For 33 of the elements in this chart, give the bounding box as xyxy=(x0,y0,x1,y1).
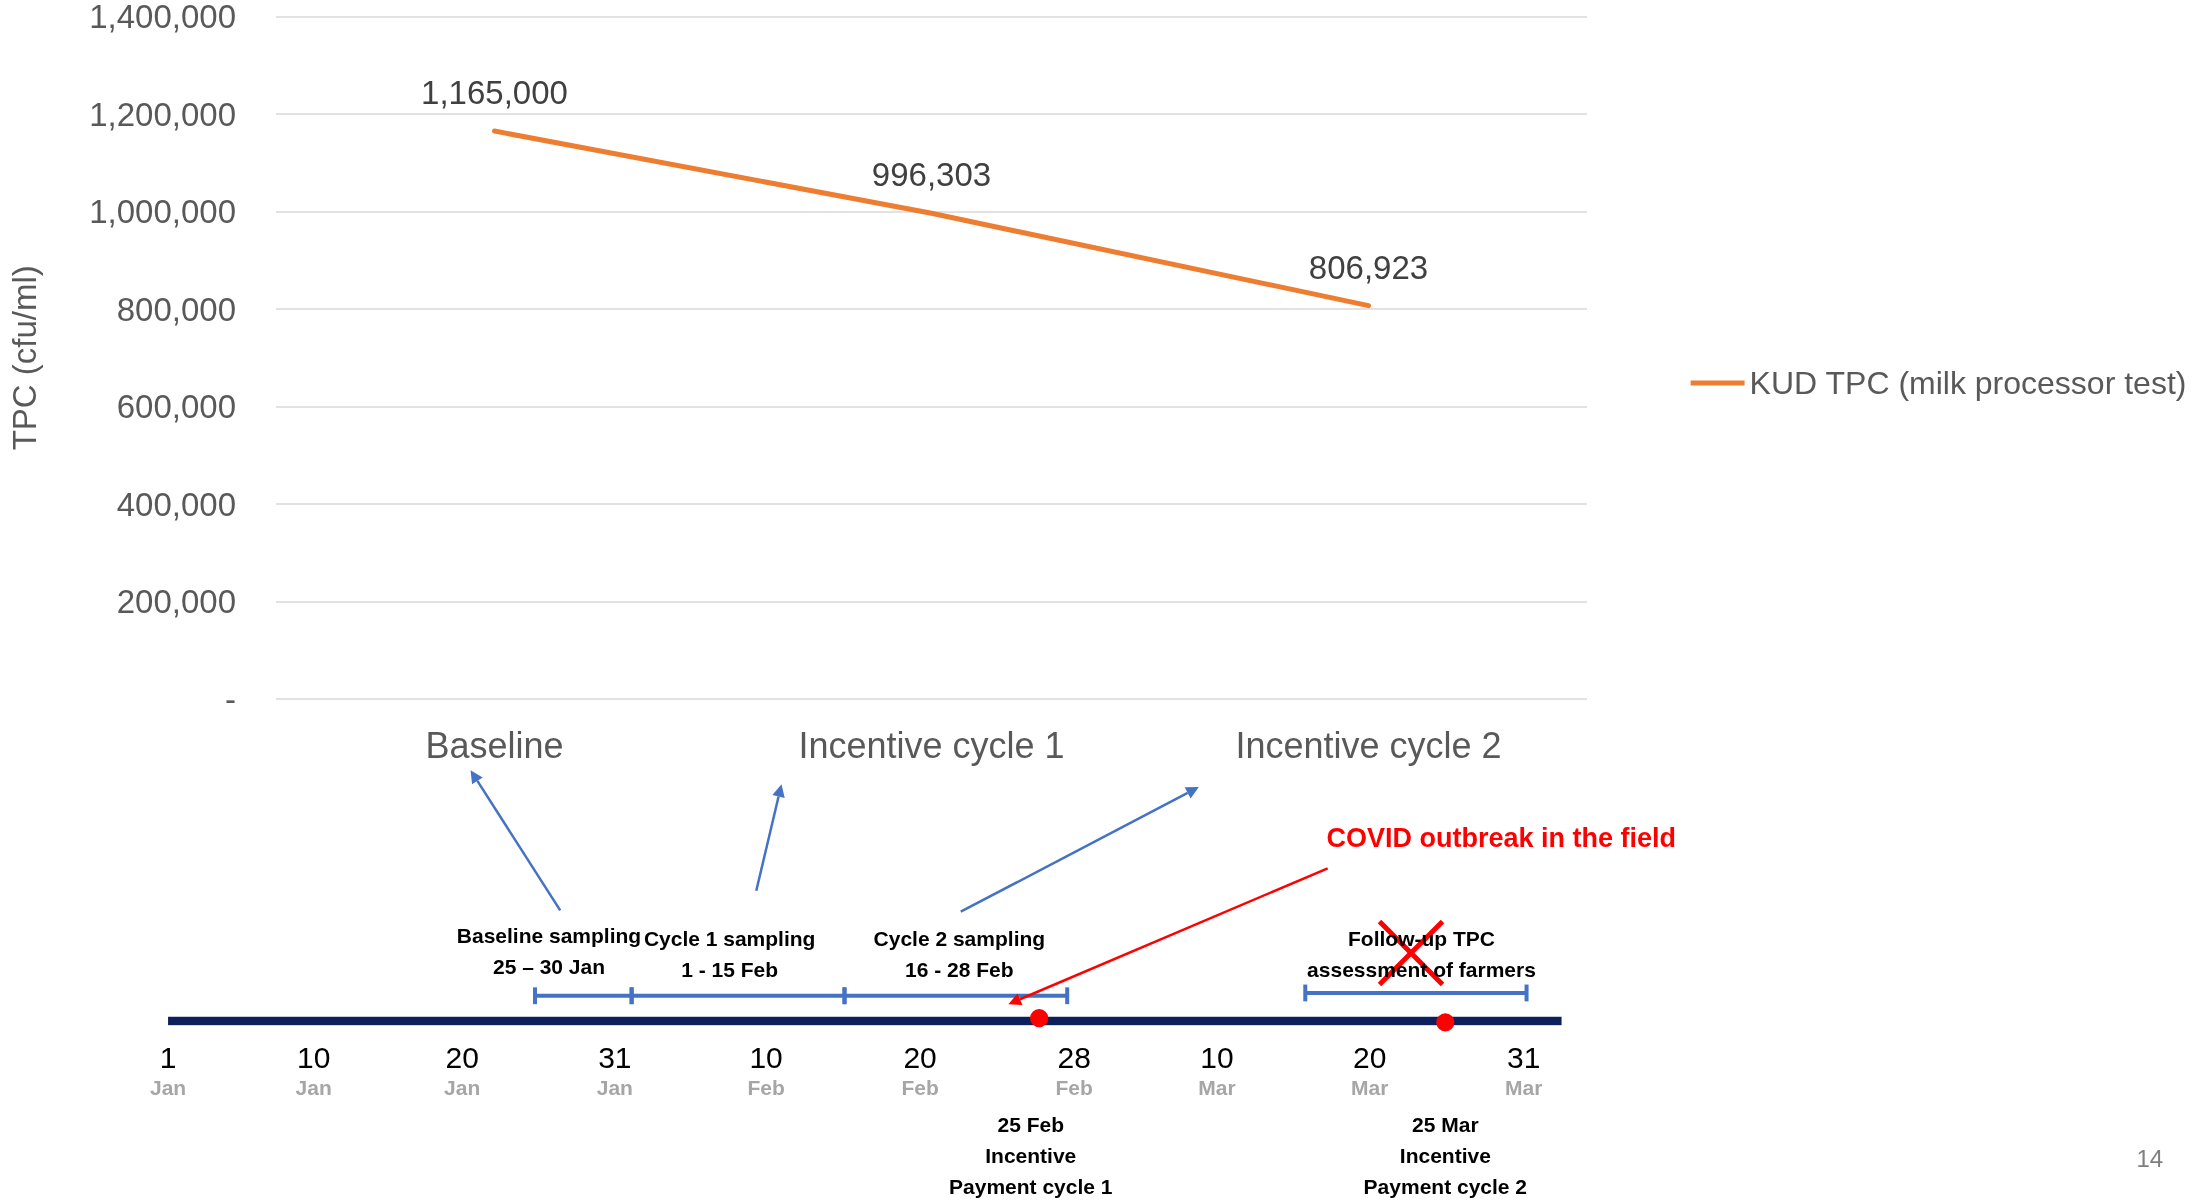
text: 20 Jan xyxy=(444,1041,481,1099)
text: 31 Mar xyxy=(1505,1041,1543,1099)
text: Cycle 1 sampling 1 - 15 Feb xyxy=(643,926,816,981)
y-tick-label: 800,000 xyxy=(116,290,236,328)
text: 25 Mar Incentive Payment cycle 2 xyxy=(1363,1112,1528,1198)
text: 10 Mar xyxy=(1198,1041,1236,1099)
data-label: 806,923 xyxy=(1308,248,1429,286)
data-label: 996,303 xyxy=(871,156,992,194)
text: COVID outbreak in the field xyxy=(1326,823,1677,854)
y-tick-label: 1,400,000 xyxy=(89,0,236,35)
text: 20 Feb xyxy=(901,1041,939,1099)
y-tick-label: 400,000 xyxy=(116,485,236,523)
y-tick-label: - xyxy=(225,680,236,718)
text: 20 Mar xyxy=(1351,1041,1389,1099)
x-tick-label: Baseline xyxy=(425,724,564,766)
legend-label: KUD TPC (milk processor test) xyxy=(1749,365,2187,401)
text: 14 xyxy=(2136,1145,2164,1173)
y-tick-label: 1,200,000 xyxy=(89,95,236,133)
text: 10 Feb xyxy=(747,1041,785,1099)
text: 31 Jan xyxy=(596,1041,633,1099)
y-axis-title: TPC (cfu/ml) xyxy=(6,265,43,451)
y-tick-label: 600,000 xyxy=(116,388,236,425)
x-tick-label: Incentive cycle 2 xyxy=(1235,724,1502,766)
data-label: 1,165,000 xyxy=(421,74,568,112)
text: Cycle 2 sampling 16 - 28 Feb xyxy=(873,926,1046,981)
text: 25 Feb Incentive Payment cycle 1 xyxy=(949,1112,1113,1198)
y-tick-label: 200,000 xyxy=(116,583,236,620)
text: 10 Jan xyxy=(295,1041,332,1099)
text: Baseline sampling 25 – 30 Jan xyxy=(456,923,642,978)
x-tick-label: Incentive cycle 1 xyxy=(798,724,1065,766)
text: 28 Feb xyxy=(1055,1041,1093,1099)
text: 1 Jan xyxy=(149,1041,187,1099)
y-tick-label: 1,000,000 xyxy=(89,193,236,230)
